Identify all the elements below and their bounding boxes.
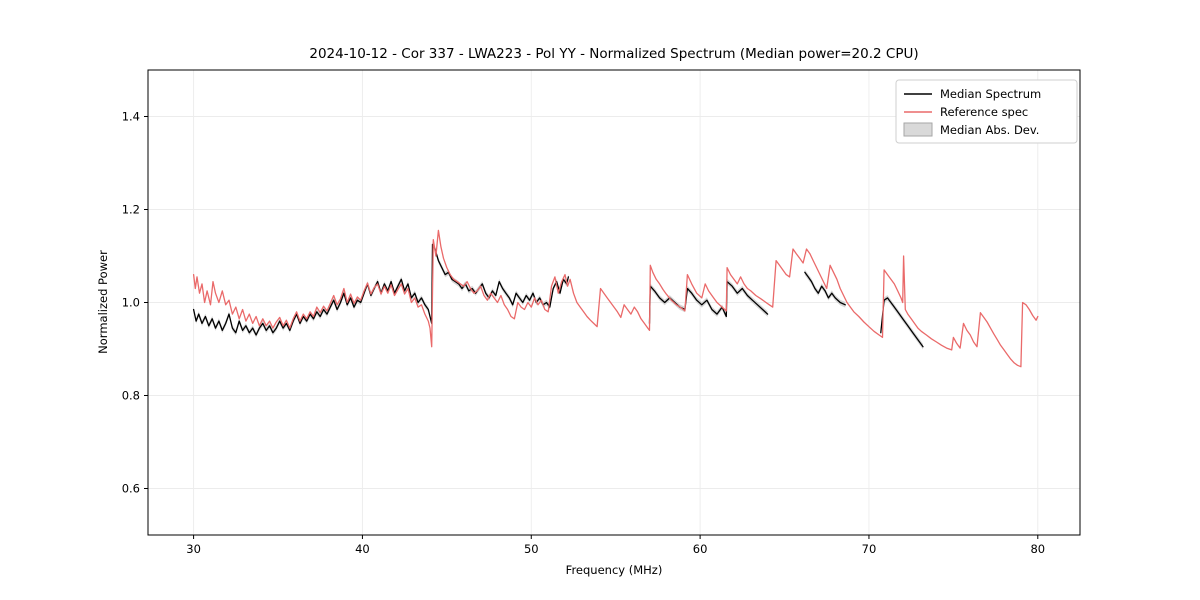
x-axis-label: Frequency (MHz): [566, 563, 663, 577]
y-tick-label: 1.4: [122, 110, 140, 124]
legend-box: [895, 79, 1078, 144]
chart-title: 2024-10-12 - Cor 337 - LWA223 - Pol YY -…: [309, 46, 918, 62]
grid-lines: [148, 70, 1080, 535]
x-tick-label: 50: [524, 542, 539, 556]
y-axis-label: Normalized Power: [96, 250, 110, 354]
x-tick-label: 40: [355, 542, 370, 556]
y-tick-label: 0.6: [122, 482, 140, 496]
median-spectrum-line: [880, 297, 924, 348]
y-tick-label: 0.8: [122, 389, 140, 403]
x-tick-label: 80: [1030, 542, 1045, 556]
x-tick-label: 70: [862, 542, 877, 556]
mad-band-segment: [193, 241, 569, 338]
reference-spec-line: [192, 229, 1039, 368]
legend-label-median: Median Spectrum: [940, 87, 1041, 101]
axis-ticks: 30 40 50 60 70 80 0.6 0.8 1.0 1.2 1.4: [122, 110, 1045, 557]
mad-band-segment: [880, 295, 923, 350]
mad-band: [193, 241, 923, 350]
legend-label-reference: Reference spec: [940, 105, 1028, 119]
y-tick-label: 1.0: [122, 296, 140, 310]
y-tick-label: 1.2: [122, 203, 140, 217]
legend-mad-patch-sample: [903, 122, 933, 137]
x-tick-label: 30: [186, 542, 201, 556]
median-spectrum-line: [648, 280, 769, 325]
median-spectrum-line: [804, 271, 846, 306]
x-tick-label: 60: [693, 542, 708, 556]
data-series: [192, 229, 1039, 368]
legend-label-mad: Median Abs. Dev.: [940, 123, 1039, 137]
median-spectrum-line: [192, 243, 570, 336]
plot-spines: [147, 69, 1081, 536]
legend: Median Spectrum Reference spec Median Ab…: [895, 79, 1078, 144]
